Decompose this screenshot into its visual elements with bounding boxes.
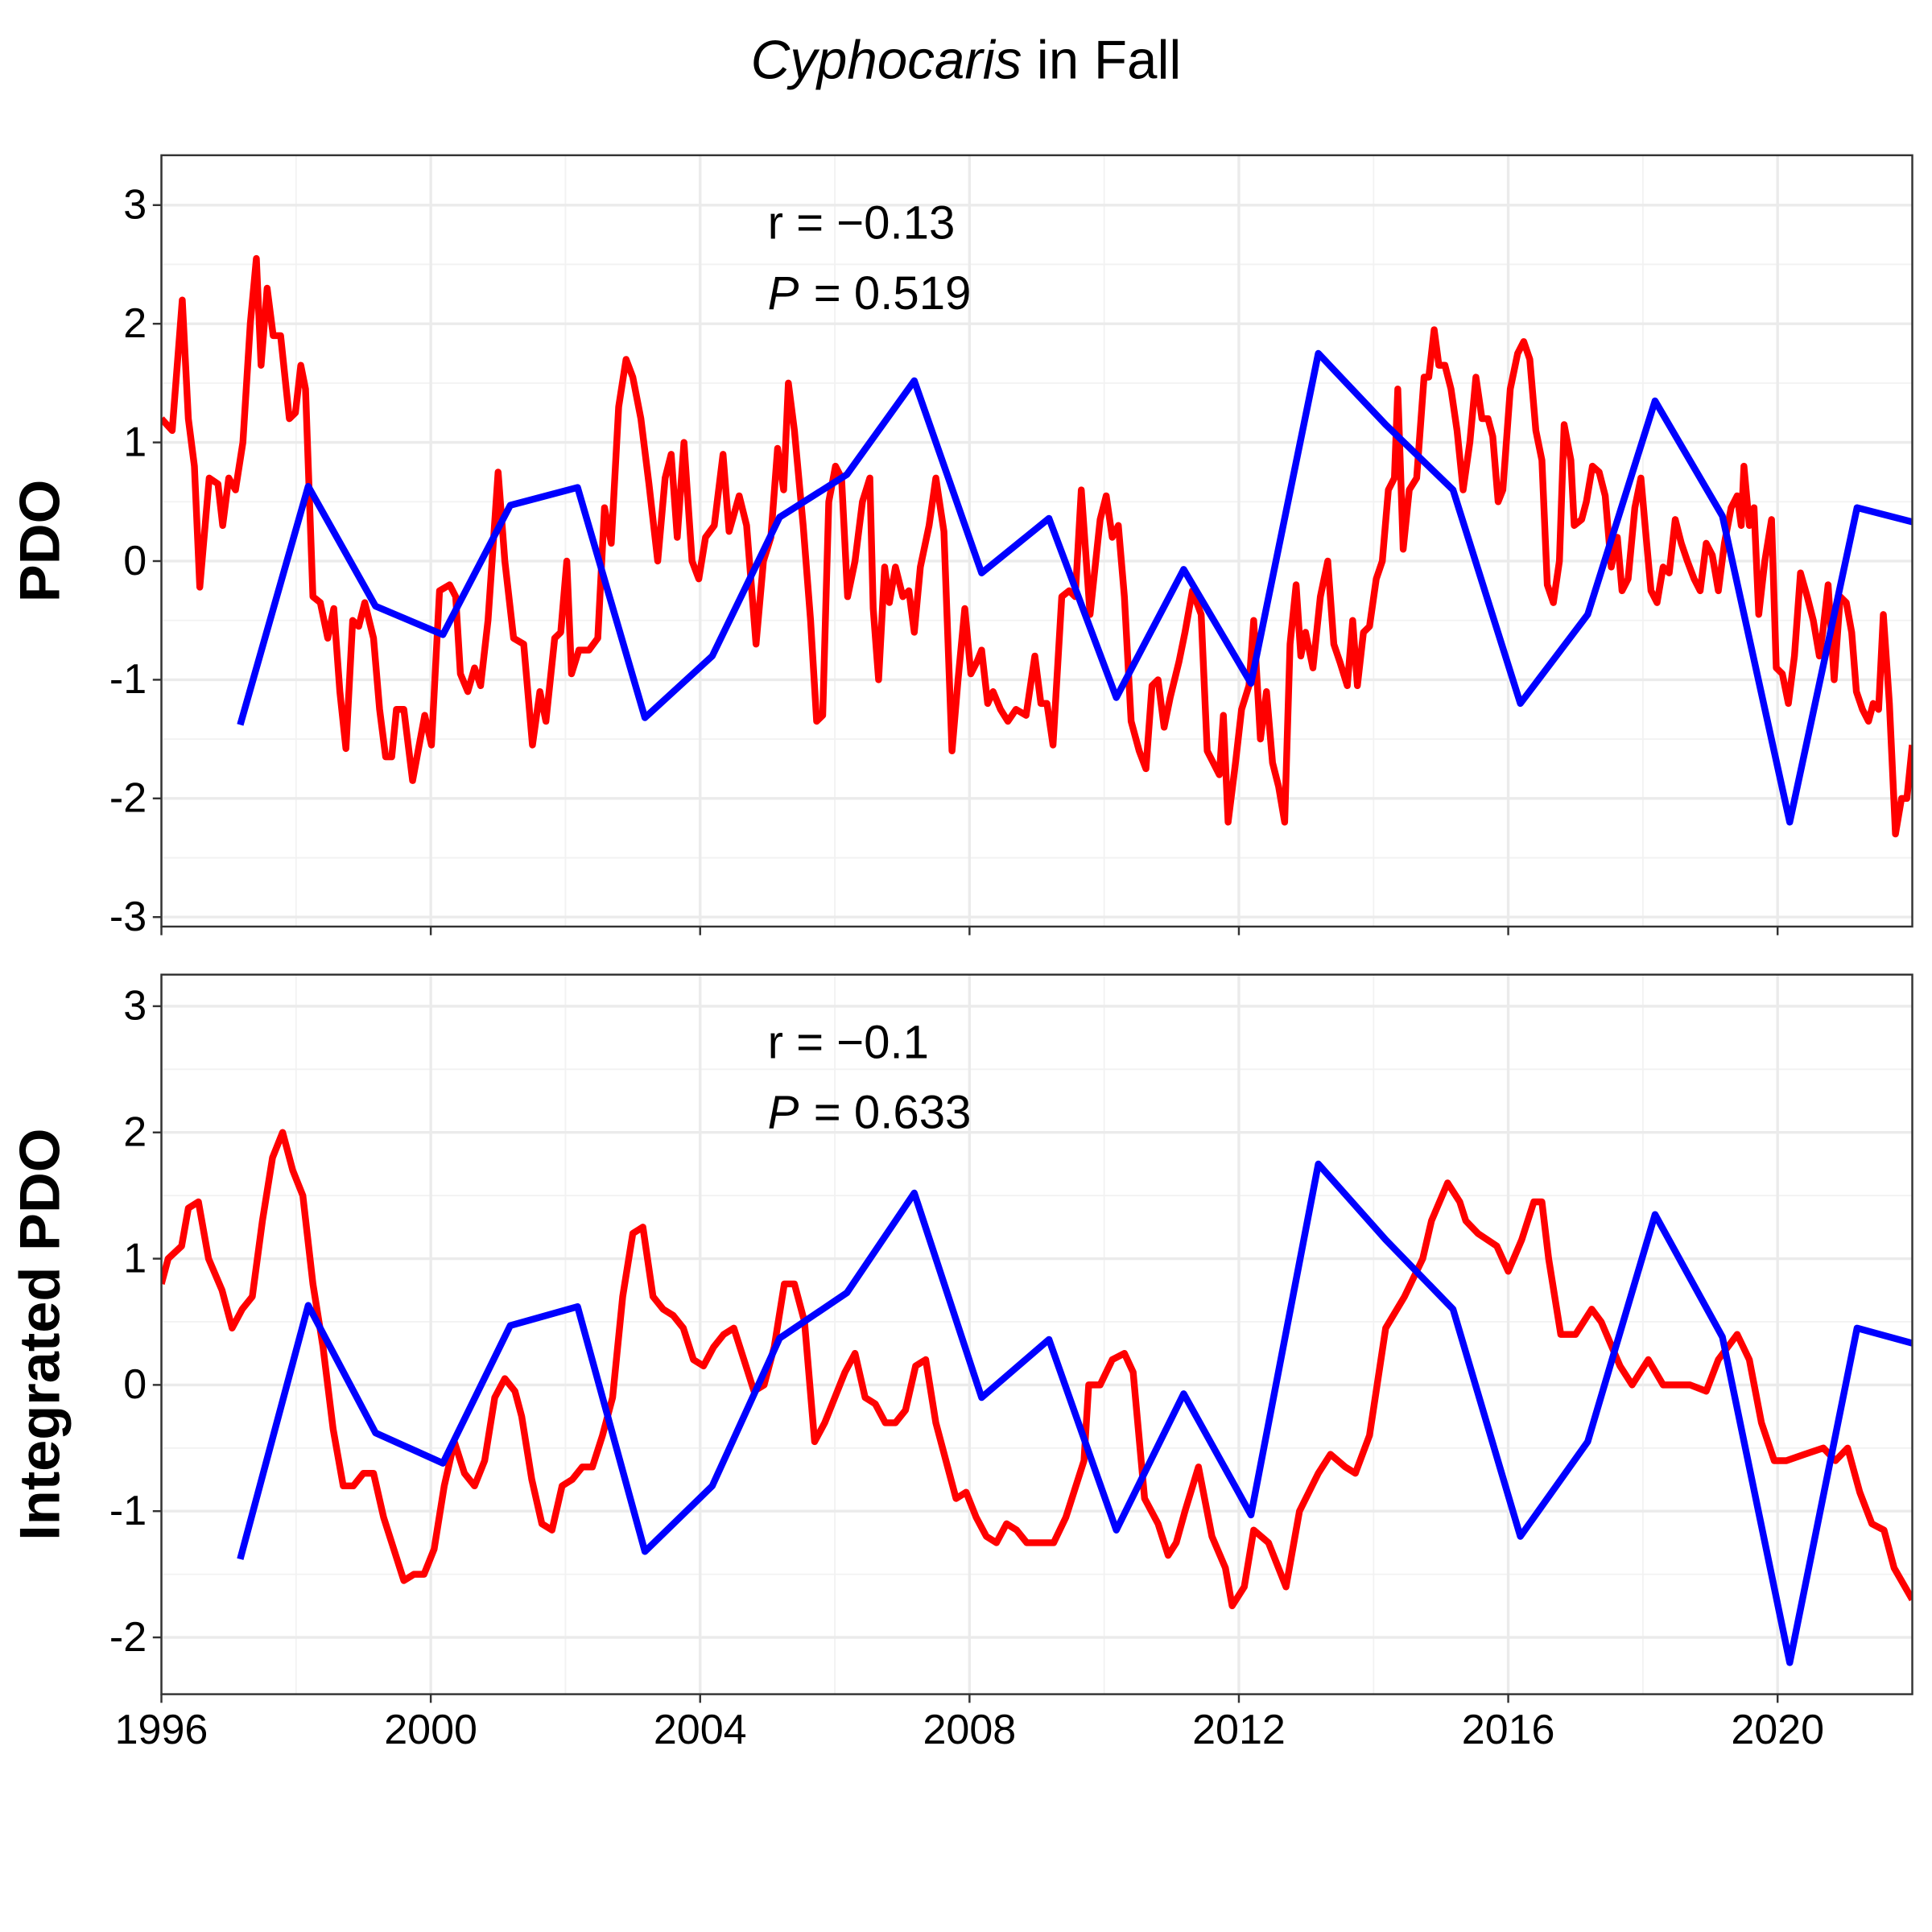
y-tick-label: -1 (109, 656, 147, 703)
panel: -2 -1 0 1 2 3 1996 2000 2004 2008 2012 2016 2020 Inte… (8, 973, 1913, 1753)
y-tick-label: -1 (109, 1488, 147, 1534)
panel-border (160, 154, 1913, 928)
panel: -3 -2 -1 0 1 2 3 PDO r = −0.13 P = 0.519 (8, 154, 1913, 940)
annotation-italic: P (768, 1087, 799, 1139)
y-tick-label: 0 (123, 1361, 147, 1408)
chart-title: Cyphocaris in Fall (751, 30, 1182, 90)
x-tick-label: 2000 (384, 1707, 477, 1753)
series-line (161, 1129, 1913, 1610)
x-tick-label: 2004 (654, 1707, 747, 1753)
annotation-italic: P (768, 267, 799, 320)
y-tick-label: -3 (109, 894, 147, 940)
y-axis-title: Integrated PDO (8, 1128, 72, 1540)
annotation: r = −0.13 (768, 197, 956, 250)
y-tick-label: 1 (123, 419, 147, 465)
x-tick-label: 2008 (923, 1707, 1016, 1753)
annotation-text: r = −0.1 (768, 1017, 929, 1069)
y-tick-label: 3 (123, 182, 147, 229)
x-tick-label: 2020 (1731, 1707, 1824, 1753)
y-tick-label: 2 (123, 1109, 147, 1156)
series-line (161, 254, 1913, 838)
x-tick-label: 2012 (1192, 1707, 1286, 1753)
y-tick-label: 0 (123, 538, 147, 584)
y-tick-label: -2 (109, 1614, 147, 1661)
annotation: P = 0.519 (768, 267, 972, 320)
annotation: r = −0.1 (768, 1017, 929, 1069)
series-line (237, 349, 1913, 826)
annotation-text: = 0.519 (814, 267, 972, 320)
x-tick-label: 2016 (1462, 1707, 1555, 1753)
y-axis-title: PDO (8, 480, 72, 603)
title-text: in Fall (1037, 30, 1182, 90)
y-tick-label: 3 (123, 983, 147, 1030)
panel-border (160, 973, 1913, 1695)
annotation: P = 0.633 (768, 1087, 972, 1139)
annotation-text: r = −0.13 (768, 197, 956, 250)
y-tick-label: 1 (123, 1235, 147, 1282)
title-italic: Cyphocaris (751, 30, 1022, 90)
series-line (237, 1160, 1913, 1666)
x-tick-label: 1996 (115, 1707, 208, 1753)
annotation-text: = 0.633 (814, 1087, 972, 1139)
y-tick-label: 2 (123, 300, 147, 347)
y-tick-label: -2 (109, 775, 147, 822)
panel-background (161, 974, 1913, 1695)
